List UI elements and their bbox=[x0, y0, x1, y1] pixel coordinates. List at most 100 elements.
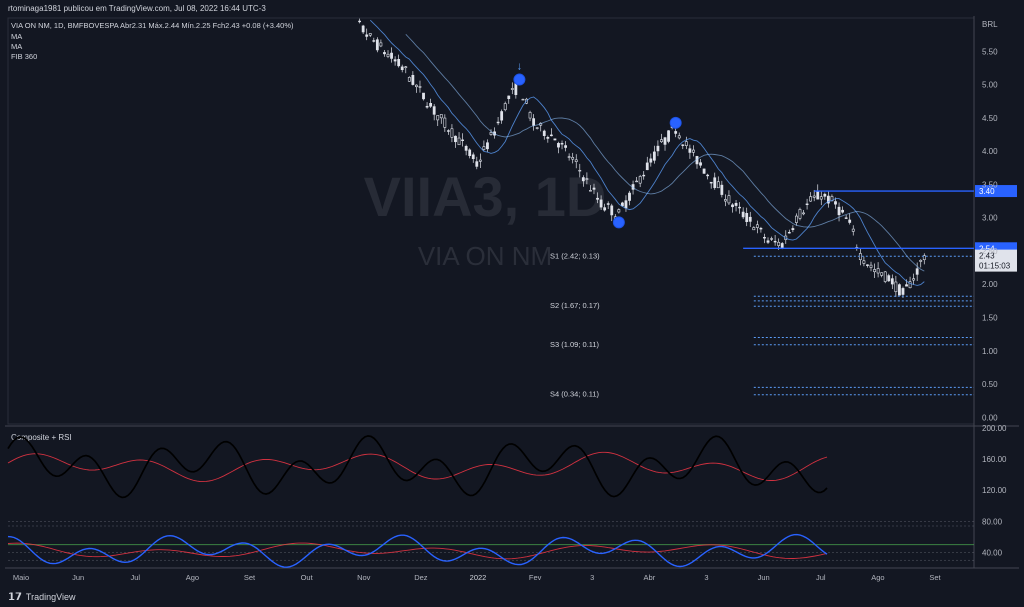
pivot-label: S2 (1.67; 0.17) bbox=[550, 301, 600, 310]
current-price-tag bbox=[975, 249, 1017, 272]
candle-body bbox=[734, 202, 738, 206]
rsi-ma-line bbox=[7, 542, 828, 560]
candle-body bbox=[368, 33, 372, 36]
symbol-line: VIA ON NM, 1D, BMFBOVESPA Abr2.31 Máx.2.… bbox=[11, 21, 294, 30]
candle-body bbox=[624, 200, 628, 209]
indicator-axis: 200.00 160.00 120.00 80.00 40.00 bbox=[982, 424, 1007, 557]
candle-body bbox=[628, 192, 631, 201]
candle-body bbox=[748, 216, 752, 222]
candle-body bbox=[457, 137, 461, 146]
candle-body bbox=[610, 205, 614, 216]
candle-body bbox=[791, 228, 795, 230]
price-tick-label: 4.00 bbox=[982, 147, 998, 156]
price-tag-label: 2.54 bbox=[979, 244, 995, 253]
indicator-tick-label: 160.00 bbox=[982, 455, 1007, 464]
price-tick-label: 1.00 bbox=[982, 347, 998, 356]
candle-body bbox=[887, 275, 891, 282]
time-tick-label: 3 bbox=[704, 573, 708, 582]
candle-body bbox=[379, 42, 383, 47]
candle-body bbox=[770, 238, 773, 240]
price-tick-label: 3.00 bbox=[982, 214, 998, 223]
candle-body bbox=[542, 130, 546, 136]
candle-body bbox=[880, 272, 884, 276]
candle-body bbox=[905, 284, 908, 287]
time-tick-label: Nov bbox=[357, 573, 371, 582]
time-tick-label: Fev bbox=[529, 573, 542, 582]
candle-body bbox=[656, 145, 660, 152]
candle-body bbox=[454, 135, 457, 143]
grid bbox=[5, 16, 1019, 569]
time-tick-label: Set bbox=[929, 573, 941, 582]
candle-body bbox=[816, 190, 820, 200]
candle-body bbox=[741, 211, 745, 218]
candle-body bbox=[446, 130, 450, 132]
candle-body bbox=[471, 154, 475, 160]
indicator-tick-label: 200.00 bbox=[982, 424, 1007, 433]
candle-body bbox=[908, 281, 912, 289]
candle-body bbox=[532, 118, 536, 126]
candle-body bbox=[635, 180, 639, 183]
ma-slow-line bbox=[405, 33, 925, 272]
candle-body bbox=[475, 161, 479, 167]
candle-body bbox=[851, 228, 855, 232]
candle-body bbox=[397, 59, 401, 67]
candle-body bbox=[553, 138, 557, 141]
rsi-line bbox=[7, 533, 828, 568]
candle-body bbox=[599, 199, 603, 208]
candle-body bbox=[422, 92, 425, 100]
candle-body bbox=[699, 162, 702, 166]
candle-body bbox=[674, 131, 678, 134]
price-tick-label: 5.50 bbox=[982, 47, 998, 56]
time-tick-label: Ago bbox=[871, 573, 884, 582]
candle-body bbox=[606, 203, 610, 205]
candle-body bbox=[702, 168, 706, 174]
candle-body bbox=[510, 88, 514, 90]
price-tag bbox=[975, 185, 1017, 198]
legend-item: FIB 360 bbox=[11, 52, 37, 61]
time-tick-label: Jul bbox=[816, 573, 826, 582]
time-tick-label: Out bbox=[301, 573, 314, 582]
candle-body bbox=[564, 145, 567, 148]
composite-ma-line bbox=[7, 451, 828, 483]
peak-marker bbox=[669, 116, 682, 129]
chart-canvas[interactable]: VIIA3, 1D VIA ON NM ↓ 3.40 2.542.4301:15:0… bbox=[5, 16, 1019, 588]
candle-body bbox=[450, 128, 454, 138]
candle-body bbox=[894, 281, 898, 293]
candle-body bbox=[621, 202, 624, 207]
candle-body bbox=[560, 143, 564, 145]
tradingview-logo-icon: 𝟭𝟳 bbox=[8, 591, 22, 603]
candle-body bbox=[390, 52, 393, 59]
candle-body bbox=[589, 190, 592, 192]
candle-body bbox=[358, 20, 361, 23]
candle-body bbox=[574, 159, 578, 162]
candle-body bbox=[443, 117, 447, 128]
candle-body bbox=[638, 176, 642, 184]
candle-body bbox=[826, 195, 830, 204]
candle-body bbox=[848, 219, 852, 223]
price-axis: BRL 5.50 5.00 4.50 4.00 3.50 3.00 2.50 2.00 1.50 1… bbox=[982, 20, 998, 422]
watermark-name: VIA ON NM bbox=[418, 241, 552, 271]
indicator-title: Composite + RSI bbox=[11, 433, 72, 442]
candle-body bbox=[393, 59, 397, 62]
price-tag-label: 3.40 bbox=[979, 187, 995, 196]
candle-body bbox=[478, 159, 482, 162]
candle-body bbox=[486, 142, 489, 150]
time-tick-label: Dez bbox=[414, 573, 428, 582]
watermark-symbol: VIIA3, 1D bbox=[364, 165, 607, 228]
candle-body bbox=[759, 227, 763, 230]
candle-body bbox=[617, 209, 621, 213]
candle-body bbox=[432, 106, 436, 115]
candle-body bbox=[439, 114, 443, 119]
time-tick-label: Jun bbox=[72, 573, 84, 582]
candle-body bbox=[834, 201, 837, 205]
candle-body bbox=[777, 241, 781, 246]
candle-body bbox=[844, 217, 848, 219]
candle-body bbox=[557, 142, 560, 148]
candle-body bbox=[869, 264, 873, 268]
candle-body bbox=[883, 271, 887, 282]
candle-body bbox=[866, 264, 869, 266]
candle-body bbox=[400, 66, 404, 71]
candle-body bbox=[567, 156, 571, 158]
candle-body bbox=[709, 181, 713, 184]
